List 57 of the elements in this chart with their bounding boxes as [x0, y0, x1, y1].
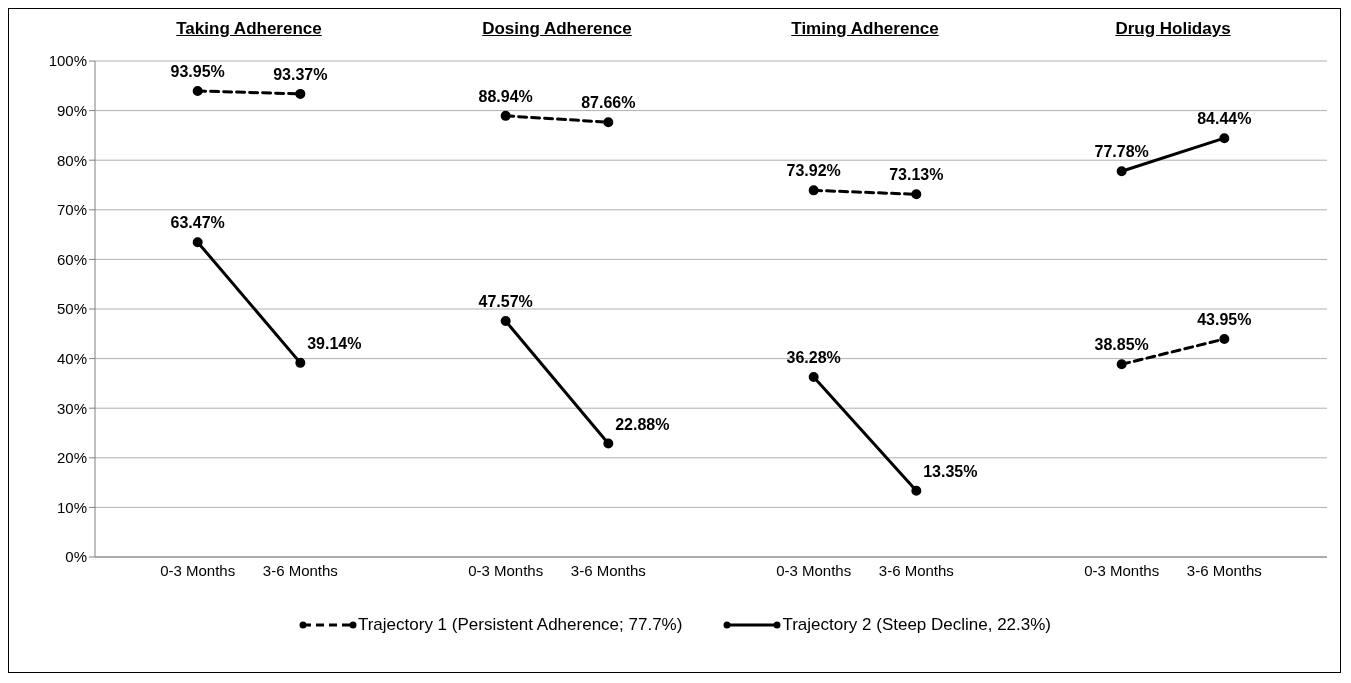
x-tick-label: 3-6 Months — [262, 561, 338, 579]
y-tick-label: 40% — [56, 349, 87, 367]
data-label: 36.28% — [786, 349, 841, 367]
data-label: 22.88% — [615, 415, 670, 433]
legend-label: Trajectory 2 (Steep Decline, 22.3%) — [782, 615, 1052, 635]
data-label: 43.95% — [1197, 311, 1252, 329]
y-tick-label: 50% — [56, 300, 87, 318]
data-label: 84.44% — [1197, 110, 1252, 128]
point — [500, 110, 511, 121]
y-tick-label: 80% — [56, 151, 87, 169]
y-tick-label: 60% — [56, 250, 87, 268]
chart-title: Taking Adherence — [175, 19, 323, 40]
point — [1116, 166, 1127, 177]
legend-label: Trajectory 1 (Persistent Adherence; 77.7%) — [357, 615, 683, 635]
data-label: 93.37% — [273, 65, 328, 83]
point — [603, 438, 614, 449]
y-tick-label: 90% — [56, 101, 87, 119]
point — [911, 189, 922, 200]
x-tick-label: 0-3 Months — [1084, 561, 1160, 579]
data-label: 39.14% — [307, 334, 362, 352]
point — [808, 372, 819, 383]
x-tick-label: 0-3 Months — [160, 561, 236, 579]
point — [808, 185, 819, 196]
data-label: 73.13% — [889, 166, 944, 184]
chart-title: Dosing Adherence — [481, 19, 633, 40]
point — [603, 117, 614, 128]
chart-title: Timing Adherence — [790, 19, 940, 40]
y-tick-label: 30% — [56, 399, 87, 417]
point — [192, 237, 203, 248]
data-label: 87.66% — [581, 94, 636, 112]
data-label: 77.78% — [1094, 143, 1149, 161]
point — [295, 88, 306, 99]
y-tick-label: 0% — [65, 548, 87, 566]
point — [295, 357, 306, 368]
point — [500, 316, 511, 327]
x-tick-label: 0-3 Months — [468, 561, 544, 579]
y-tick-label: 20% — [56, 449, 87, 467]
y-tick-label: 70% — [56, 201, 87, 219]
point — [1219, 334, 1230, 345]
data-label: 47.57% — [478, 293, 533, 311]
data-label: 63.47% — [170, 214, 225, 232]
x-tick-label: 3-6 Months — [1186, 561, 1262, 579]
point — [1116, 359, 1127, 370]
data-label: 38.85% — [1094, 336, 1149, 354]
data-label: 88.94% — [478, 87, 533, 105]
data-label: 13.35% — [923, 462, 978, 480]
y-tick-label: 100% — [48, 52, 87, 70]
chart-title: Drug Holidays — [1114, 19, 1232, 40]
data-label: 73.92% — [786, 162, 841, 180]
point — [911, 485, 922, 496]
x-tick-label: 0-3 Months — [776, 561, 852, 579]
point — [1219, 133, 1230, 144]
point — [192, 86, 203, 97]
data-label: 93.95% — [170, 63, 225, 81]
x-tick-label: 3-6 Months — [878, 561, 954, 579]
y-tick-label: 10% — [56, 498, 87, 516]
x-tick-label: 3-6 Months — [570, 561, 646, 579]
